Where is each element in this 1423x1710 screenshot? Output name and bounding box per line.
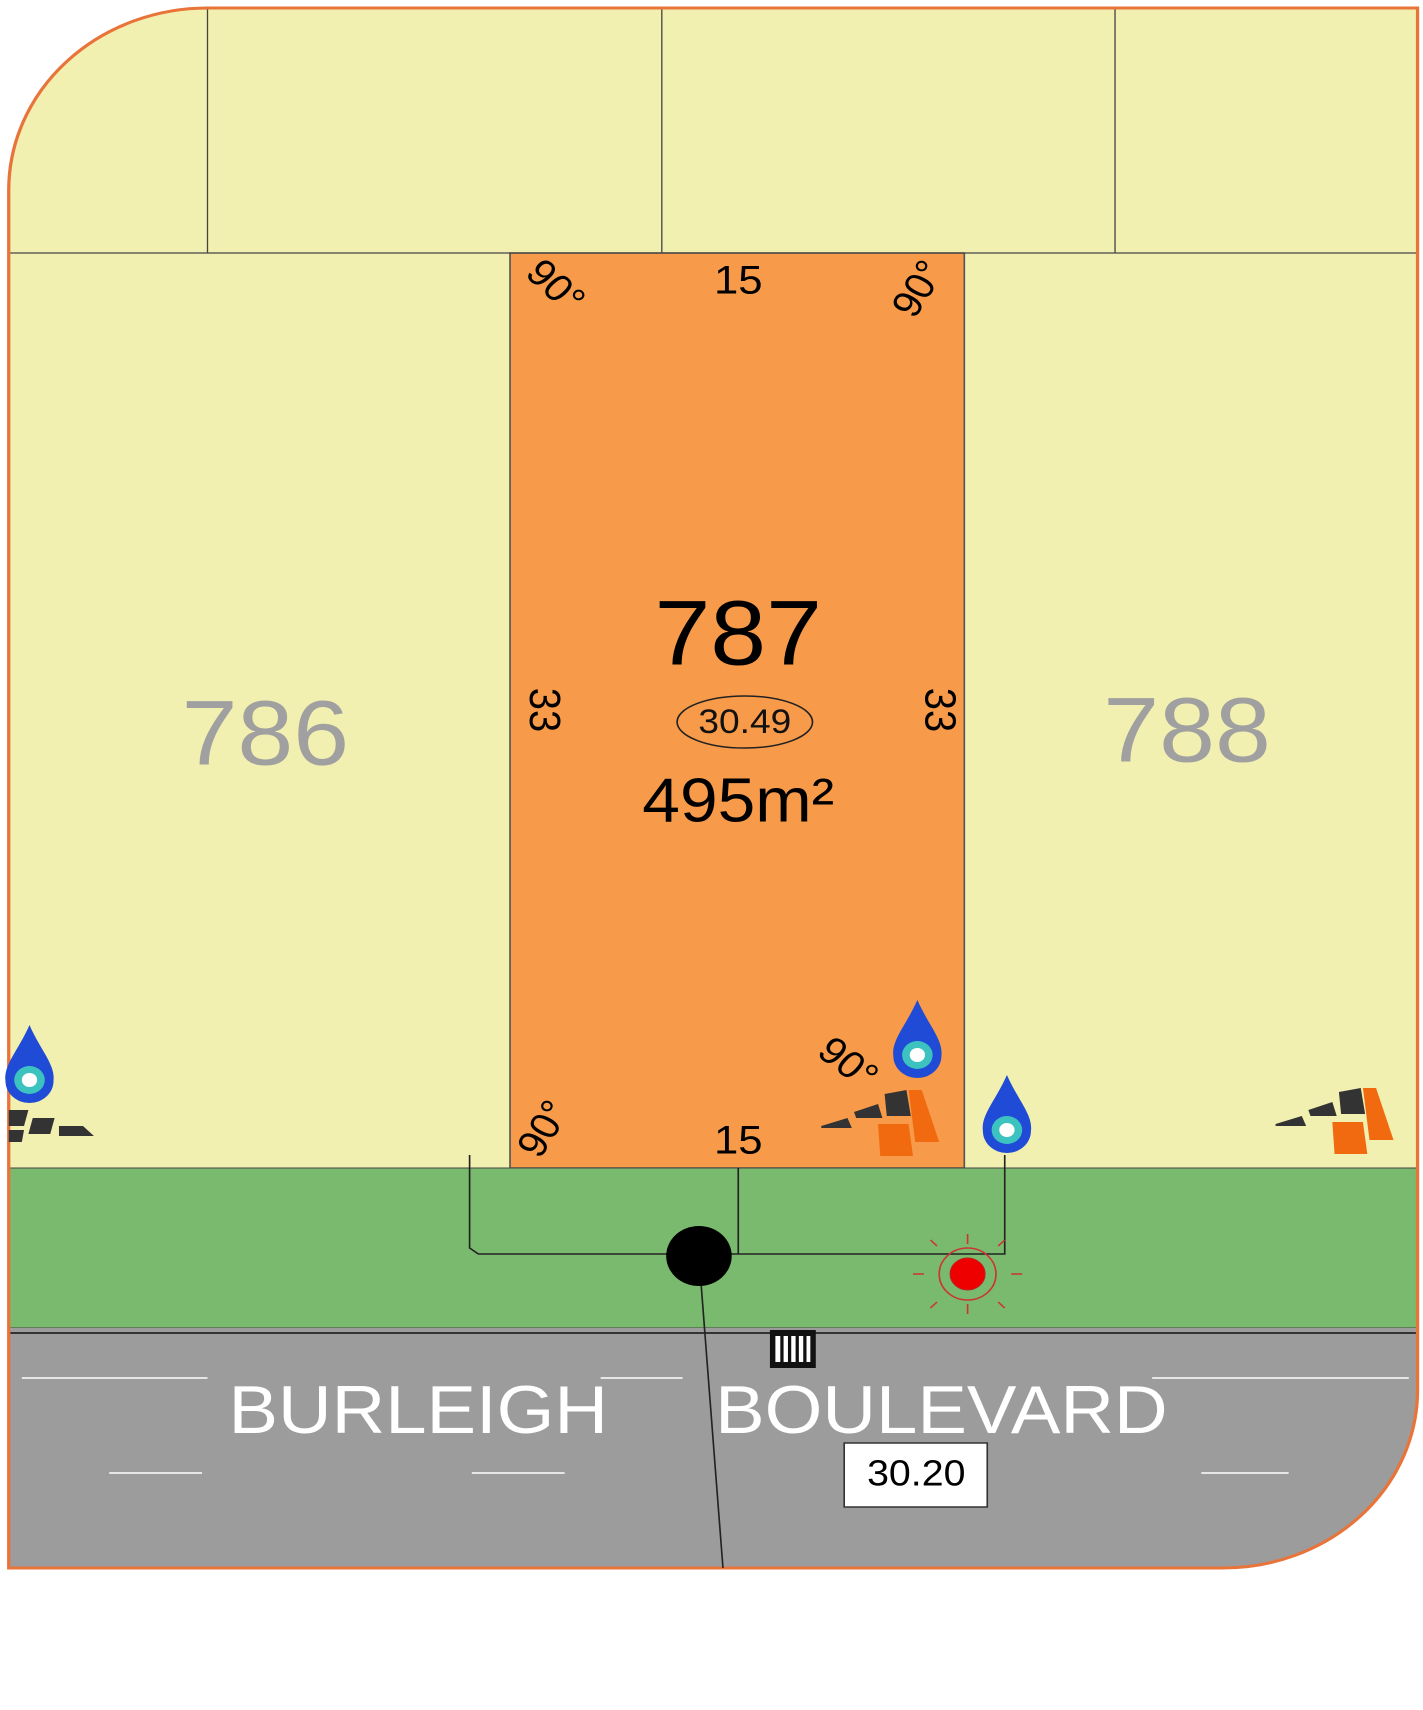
site	[8, 8, 1418, 1568]
sewer-point	[666, 1226, 732, 1286]
lane-markings	[21, 1377, 1409, 1474]
road	[8, 1328, 1418, 1568]
lot-area: 495m²	[642, 765, 834, 835]
lot-lines	[8, 8, 1418, 254]
road-level: 30.20	[867, 1453, 965, 1493]
lot-787	[509, 252, 966, 1169]
service-lines	[468, 1155, 1006, 1569]
street-name: BURLEIGH	[228, 1373, 608, 1448]
comms-icons	[8, 1088, 1394, 1156]
dimension: 33	[521, 688, 570, 732]
dimension: 15	[714, 1117, 763, 1162]
water-icons	[5, 1000, 1032, 1153]
dimension: 15	[714, 257, 763, 302]
street-name: BOULEVARD	[715, 1373, 1168, 1448]
meter	[769, 1330, 816, 1368]
lot-number: 787	[654, 582, 822, 684]
lot-number: 788	[1103, 679, 1271, 781]
road-level-box	[843, 1442, 989, 1508]
dimension: 33	[916, 688, 965, 732]
level-ellipse	[676, 695, 814, 749]
site-boundary	[7, 6, 1420, 1570]
light-pole	[912, 1234, 1023, 1314]
lot-level: 30.49	[698, 702, 791, 740]
lot-number: 786	[182, 682, 350, 784]
